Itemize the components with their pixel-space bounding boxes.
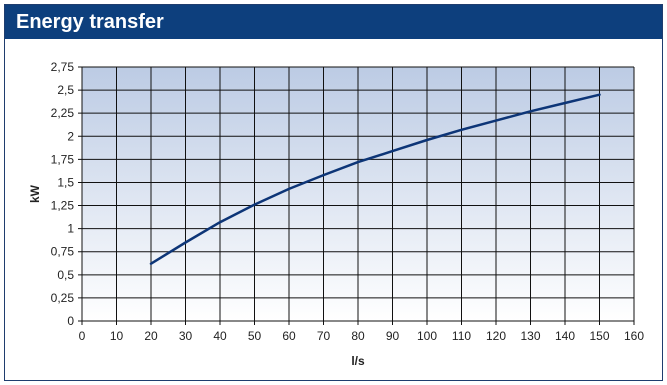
x-tick-label: 110 [452, 329, 471, 343]
x-tick-label: 10 [110, 329, 124, 343]
x-tick-label: 120 [486, 329, 506, 343]
energy-transfer-chart: 0 10 20 30 40 50 60 70 80 90 100 110 120 130 140 150 160… [28, 60, 644, 368]
x-tick-label: 90 [386, 329, 400, 343]
y-tick-label: 2 [67, 129, 74, 143]
x-tick-label: 30 [179, 329, 193, 343]
x-tick-label: 160 [624, 329, 644, 343]
x-tick-label: 70 [317, 329, 331, 343]
y-tick-label: 2,25 [51, 106, 75, 120]
y-tick-label: 2,5 [57, 83, 74, 97]
y-tick-label: 1 [67, 222, 74, 236]
x-tick-label: 20 [144, 329, 158, 343]
title-bar: Energy transfer [5, 5, 662, 39]
x-tick-label: 140 [555, 329, 575, 343]
y-tick-label: 0,25 [51, 291, 75, 305]
chart-title: Energy transfer [16, 11, 164, 33]
x-tick-label: 130 [520, 329, 540, 343]
y-tick-label: 2,75 [51, 60, 75, 74]
y-tick-label: 1,25 [51, 199, 75, 213]
y-tick-label: 0,75 [51, 245, 75, 259]
y-tick-label: 0 [67, 314, 74, 328]
x-axis-title: l/s [351, 354, 365, 368]
y-tick-label: 1,5 [57, 175, 74, 189]
y-tick-label: 0,5 [57, 268, 74, 282]
x-tick-label: 150 [589, 329, 609, 343]
series-line [149, 93, 601, 265]
x-tick-label: 80 [351, 329, 365, 343]
x-tick-label: 40 [213, 329, 227, 343]
y-tick-label: 1,75 [51, 152, 75, 166]
x-tick-label: 50 [248, 329, 262, 343]
x-tick-label: 60 [282, 329, 296, 343]
chart-panel: Energy transfer 0 10 20 30 40 50 60 70 80 90 100 11… [4, 4, 663, 381]
x-tick-label: 0 [79, 329, 86, 343]
x-tick-label: 100 [417, 329, 437, 343]
y-axis-title: kW [28, 184, 42, 203]
